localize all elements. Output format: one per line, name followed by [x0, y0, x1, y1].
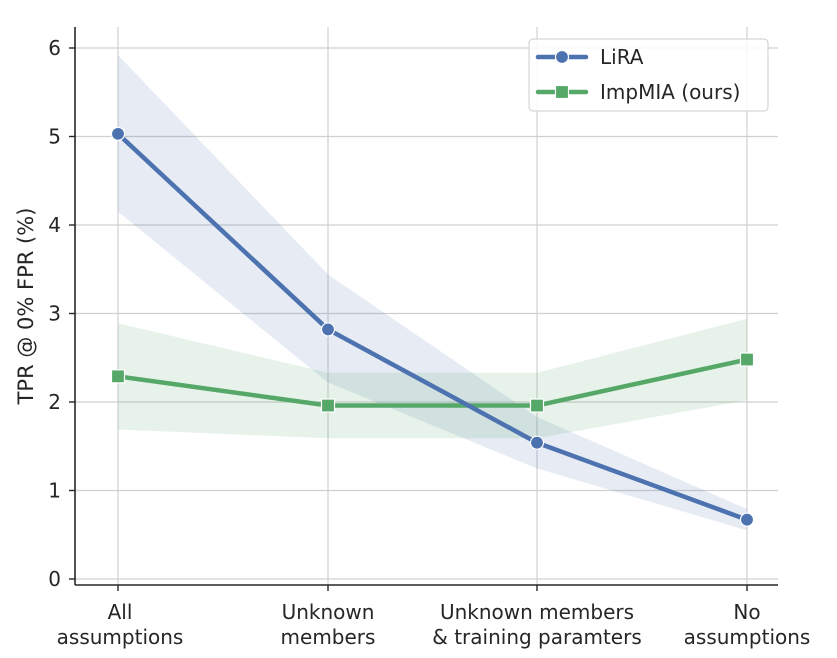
y-axis-title: TPR @ 0% FPR (%): [14, 208, 38, 406]
data-point-marker: [320, 322, 336, 337]
legend-label: LiRA: [600, 45, 644, 69]
data-point-marker: [529, 435, 545, 450]
confidence-band: [118, 55, 747, 531]
y-tick-label: 0: [48, 567, 61, 591]
data-point-marker: [320, 398, 336, 413]
legend-box: [528, 38, 769, 112]
x-tick-label: Unknown members: [281, 600, 376, 649]
series-lines: [110, 126, 755, 527]
x-tick-label-line: assumptions: [684, 625, 811, 649]
legend-label: ImpMIA (ours): [600, 80, 740, 104]
x-tick-label: Unknown members & training paramters: [432, 600, 642, 649]
series-line: [115, 357, 750, 408]
y-tick-label: 4: [48, 213, 61, 237]
data-point-marker: [110, 369, 126, 384]
data-point-marker: [110, 126, 126, 141]
x-tick-label: All assumptions: [57, 600, 184, 649]
x-tick-label-line: No: [733, 600, 760, 624]
data-point-marker: [739, 512, 755, 527]
y-tick-label: 5: [48, 125, 61, 149]
x-tick-label-line: members: [281, 625, 376, 649]
confidence-band: [118, 318, 747, 439]
legend: LiRA ImpMIA (ours): [528, 38, 769, 112]
data-point-marker: [739, 352, 755, 367]
series-line: [115, 131, 750, 522]
y-tick-label: 6: [48, 36, 61, 60]
legend-marker: [554, 84, 570, 100]
legend-marker: [554, 49, 570, 65]
x-tick-label-line: & training paramters: [432, 625, 642, 649]
x-tick-label-line: assumptions: [57, 625, 184, 649]
x-tick-label: No assumptions: [684, 600, 811, 649]
x-tick-label-line: All: [108, 600, 133, 624]
x-tick-label-line: Unknown: [282, 600, 375, 624]
data-point-marker: [529, 398, 545, 413]
axes: [74, 27, 778, 586]
x-tick-label-line: Unknown members: [440, 600, 634, 624]
confidence-bands: [118, 55, 747, 531]
y-tick-label: 1: [48, 479, 61, 503]
y-tick-label: 2: [48, 390, 61, 414]
y-tick-label: 3: [48, 302, 61, 326]
